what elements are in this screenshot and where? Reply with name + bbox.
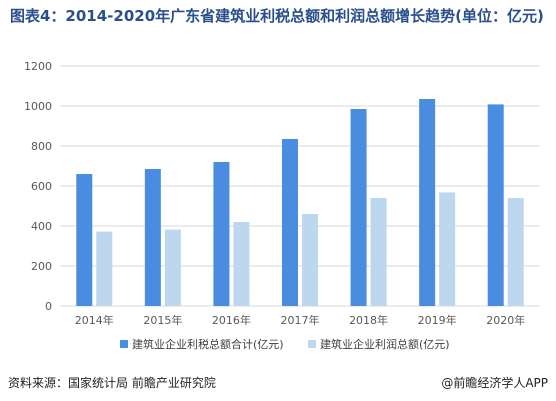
legend-label: 建筑业企业利税总额合计(亿元) bbox=[132, 337, 284, 351]
bar-tax-total bbox=[76, 174, 93, 306]
x-tick-label: 2020年 bbox=[486, 313, 525, 327]
bar-tax-total bbox=[282, 139, 298, 306]
source-note: 资料来源：国家统计局 前瞻产业研究院 bbox=[8, 376, 216, 390]
y-tick-label: 1000 bbox=[24, 100, 52, 113]
bar-tax-total bbox=[350, 109, 367, 306]
legend-swatch bbox=[120, 340, 128, 348]
bar-profit-total bbox=[164, 229, 181, 306]
brand-credit: @前瞻经济学人APP bbox=[441, 376, 548, 390]
y-tick-label: 200 bbox=[31, 260, 52, 273]
x-tick-label: 2019年 bbox=[418, 313, 457, 327]
bar-profit-total bbox=[302, 214, 318, 306]
y-tick-label: 0 bbox=[45, 300, 52, 313]
x-tick-label: 2018年 bbox=[349, 313, 388, 327]
chart-title: 图表4：2014-2020年广东省建筑业利税总额和利润总额增长趋势(单位：亿元) bbox=[10, 7, 544, 25]
y-tick-label: 600 bbox=[31, 180, 52, 193]
bar-profit-total bbox=[439, 192, 456, 306]
bar-profit-total bbox=[507, 198, 524, 306]
x-tick-label: 2015年 bbox=[143, 313, 182, 327]
bar-tax-total bbox=[213, 162, 230, 306]
y-tick-label: 800 bbox=[31, 140, 52, 153]
legend-label: 建筑业企业利润总额(亿元) bbox=[320, 337, 450, 351]
bar-tax-total bbox=[419, 99, 436, 306]
bar-profit-total bbox=[96, 231, 113, 306]
legend-swatch bbox=[308, 340, 316, 348]
y-tick-label: 1200 bbox=[24, 60, 52, 73]
chart-area: 0 200 400 600 800 1000 1200 2014年 2015年 2016年 2017… bbox=[0, 58, 556, 368]
bar-profit-total bbox=[233, 222, 250, 306]
x-tick-label: 2014年 bbox=[75, 313, 114, 327]
footer: 资料来源：国家统计局 前瞻产业研究院 @前瞻经济学人APP bbox=[8, 374, 548, 394]
x-tick-label: 2016年 bbox=[212, 313, 251, 327]
x-tick-label: 2017年 bbox=[281, 313, 320, 327]
bar-chart: 0 200 400 600 800 1000 1200 2014年 2015年 2016年 2017… bbox=[24, 60, 540, 351]
bar-tax-total bbox=[144, 169, 161, 306]
bar-profit-total bbox=[370, 198, 387, 306]
y-tick-label: 400 bbox=[31, 220, 52, 233]
bar-tax-total bbox=[487, 104, 504, 307]
